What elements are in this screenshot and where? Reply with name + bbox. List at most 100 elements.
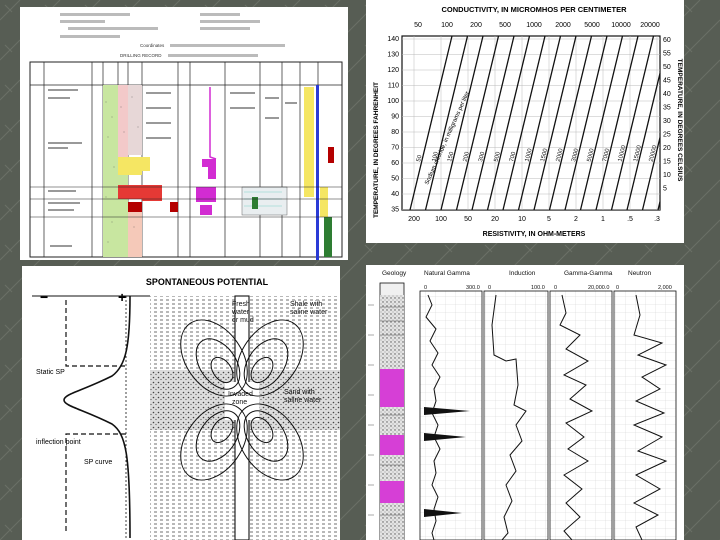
col-neutron: Neutron <box>628 270 652 277</box>
label-invaded-2: zone <box>232 399 247 406</box>
salinity-line-7 <box>517 35 562 211</box>
right-tick-7: 25 <box>663 132 671 139</box>
sp-diagram: SPONTANEOUS POTENTIAL − + Static SP infl… <box>32 277 340 540</box>
static-sp-dashed-top <box>65 300 126 367</box>
neutron-curve <box>632 294 668 540</box>
left-tick-2: 120 <box>387 67 399 74</box>
scale-induction-max: 100.0 <box>531 285 545 291</box>
vertical-gridlines <box>413 36 658 210</box>
salinity-label-6: 700 <box>509 151 517 163</box>
salinity-label-13: 10000 <box>618 144 628 162</box>
salinity-label-3: 200 <box>463 151 471 163</box>
left-tick-1: 130 <box>387 52 399 59</box>
left-tick-7: 70 <box>391 145 399 152</box>
conductivity-chart-panel: CONDUCTIVITY, IN MICROMHOS PER CENTIMETE… <box>366 0 684 243</box>
right-tick-1: 55 <box>663 51 671 58</box>
salinity-line-labels: 50 100 150 200 300 500 700 1000 1500 2000 3000 5000… <box>416 144 659 162</box>
salinity-line-0 <box>409 35 453 211</box>
right-tick-9: 15 <box>663 159 671 166</box>
label-fresh-3: or mud <box>232 317 254 324</box>
left-tick-11: 35 <box>391 207 399 214</box>
scale-gg-min: 0 <box>554 285 557 291</box>
right-axis-ticks: 60 55 50 45 40 35 30 25 20 15 10 5 <box>663 37 671 193</box>
salinity-label-0: 50 <box>416 154 424 163</box>
salinity-label-12: 7000 <box>602 147 611 162</box>
salinity-label-11: 5000 <box>587 147 596 162</box>
top-tick-4: 1000 <box>526 22 542 29</box>
geophysical-log: Geology Natural Gamma Induction Gamma-Ga… <box>368 270 677 540</box>
geology-column <box>379 282 405 540</box>
drilling-log-figure: Coordinates DRILLING RECORD <box>29 13 343 260</box>
salinity-line-3 <box>455 35 500 211</box>
right-tick-0: 60 <box>663 37 671 44</box>
minus-sign: − <box>40 289 48 305</box>
gamma-spike-3 <box>424 509 462 517</box>
salinity-label-10: 3000 <box>571 147 580 162</box>
top-tick-2: 200 <box>470 22 482 29</box>
salinity-label-2: 150 <box>447 151 455 163</box>
scale-induction-min: 0 <box>488 285 491 291</box>
right-tick-5: 35 <box>663 105 671 112</box>
salinity-line-16 <box>657 201 661 211</box>
label-sand-1: Sand with <box>284 389 315 396</box>
bottom-tick-0: 200 <box>408 216 420 223</box>
label-fresh-1: Fresh <box>232 301 250 308</box>
sp-curve <box>63 295 131 539</box>
salinity-line-2 <box>440 35 484 211</box>
sodium-chloride-note: Sodium chloride, in milligrams per liter <box>424 91 471 186</box>
right-tick-4: 40 <box>663 91 671 98</box>
right-tick-8: 20 <box>663 145 671 152</box>
left-tick-5: 90 <box>391 114 399 121</box>
natural-gamma-curve <box>425 294 441 540</box>
top-tick-1: 100 <box>441 22 453 29</box>
scale-gg-max: 20,000.0 <box>588 285 609 291</box>
salinity-label-8: 1500 <box>540 147 549 162</box>
salinity-line-8 <box>533 35 577 211</box>
sp-title: SPONTANEOUS POTENTIAL <box>146 277 269 287</box>
salinity-label-14: 15000 <box>633 144 643 162</box>
top-tick-8: 20000 <box>640 22 660 29</box>
conductivity-nomograph: CONDUCTIVITY, IN MICROMHOS PER CENTIMETE… <box>373 5 683 238</box>
salinity-line-4 <box>471 35 515 211</box>
top-tick-6: 5000 <box>584 22 600 29</box>
scale-neutron-min: 0 <box>616 285 619 291</box>
salinity-line-13 <box>610 35 655 211</box>
salinity-line-6 <box>502 35 546 211</box>
log-column-dividers <box>43 62 319 257</box>
col-induction: Induction <box>509 270 536 277</box>
right-tick-10: 10 <box>663 172 671 179</box>
right-tick-11: 5 <box>663 186 667 193</box>
geophysical-log-panel: Geology Natural Gamma Induction Gamma-Ga… <box>366 265 684 540</box>
bottom-tick-8: .5 <box>627 216 633 223</box>
salinity-line-9 <box>548 35 593 211</box>
bottom-axis-ticks: 200 100 50 20 10 5 2 1 .5 .3 <box>408 216 660 223</box>
left-axis-ticks: 140 130 120 110 100 90 80 70 60 50 40 35 <box>387 36 399 214</box>
right-tick-6: 30 <box>663 118 671 125</box>
salinity-label-4: 300 <box>478 151 486 163</box>
bottom-tick-2: 50 <box>464 216 472 223</box>
label-shale-1: Shale with <box>290 301 322 308</box>
label-fresh-2: water <box>231 309 250 316</box>
induction-curve <box>491 294 527 540</box>
top-axis-ticks: 50 100 200 500 1000 2000 5000 10000 20000 <box>414 22 660 29</box>
salinity-line-5 <box>486 35 531 211</box>
chart-title: CONDUCTIVITY, IN MICROMHOS PER CENTIMETE… <box>441 5 627 14</box>
gamma-spike-1 <box>424 407 470 415</box>
left-tick-8: 60 <box>391 160 399 167</box>
left-tick-9: 50 <box>391 176 399 183</box>
plot-frame <box>401 35 661 211</box>
scale-gamma-min: 0 <box>424 285 427 291</box>
salinity-line-10 <box>564 35 608 211</box>
label-shale-2: saline water <box>290 309 328 316</box>
horizontal-gridlines <box>402 38 660 210</box>
log-record-title: DRILLING RECORD <box>120 53 162 58</box>
label-sp-curve: SP curve <box>84 459 112 466</box>
top-tick-3: 500 <box>499 22 511 29</box>
lithology-column <box>103 85 178 257</box>
label-static-sp: Static SP <box>36 369 65 376</box>
right-tick-3: 45 <box>663 78 671 85</box>
col-geology: Geology <box>382 270 407 277</box>
bottom-axis-label: RESISTIVITY, IN OHM-METERS <box>483 231 586 238</box>
static-sp-dashed-bottom <box>65 433 126 534</box>
salinity-line-11 <box>579 35 624 211</box>
